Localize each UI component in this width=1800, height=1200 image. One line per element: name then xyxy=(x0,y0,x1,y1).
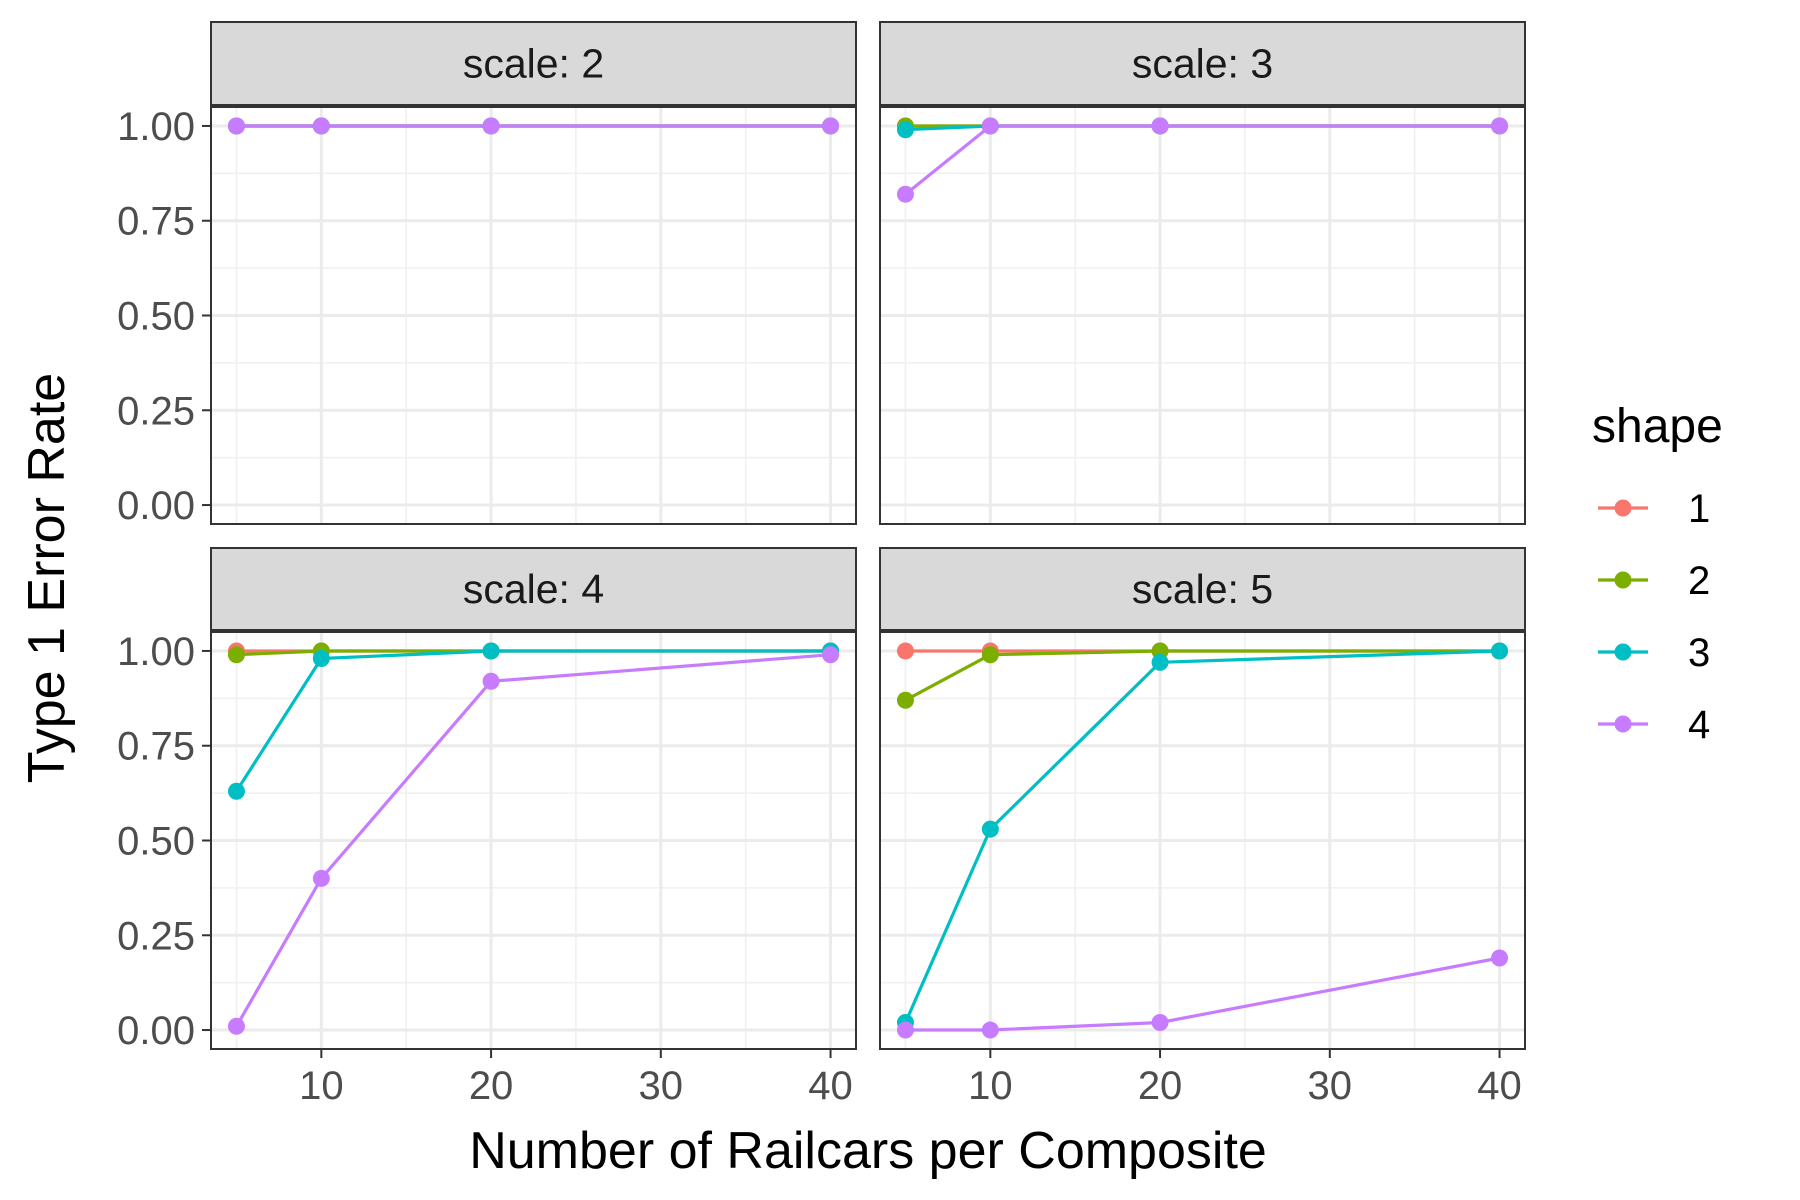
strip-background xyxy=(879,21,1526,106)
data-point-shape-4 xyxy=(981,117,999,135)
legend: shape 1 2 3 4 xyxy=(1592,400,1723,747)
data-point-shape-4 xyxy=(1491,117,1509,135)
data-point-shape-2 xyxy=(896,691,914,709)
legend-label-2: 2 xyxy=(1688,559,1710,603)
panel-border xyxy=(879,631,1526,1050)
data-point-shape-4 xyxy=(227,117,245,135)
y-tick-label: 0.25 xyxy=(117,914,195,958)
data-point-shape-4 xyxy=(1491,949,1509,967)
data-point-shape-4 xyxy=(822,117,840,135)
y-tick-label: 0.75 xyxy=(117,725,195,769)
panel-4 xyxy=(879,547,1526,1058)
strip-background xyxy=(879,547,1526,631)
legend-label-1: 1 xyxy=(1688,487,1710,531)
x-tick-label: 20 xyxy=(469,1064,514,1108)
y-axis-title: Type 1 Error Rate xyxy=(18,373,76,783)
data-point-shape-3 xyxy=(482,642,500,660)
series-line-shape-4 xyxy=(905,956,1500,1032)
data-point-shape-4 xyxy=(312,869,330,887)
data-point-shape-3 xyxy=(981,820,999,838)
legend-title: shape xyxy=(1592,400,1723,453)
data-point-shape-4 xyxy=(482,672,500,690)
x-tick-label: 40 xyxy=(1477,1064,1522,1108)
panel-1 xyxy=(202,21,857,525)
data-point-shape-3 xyxy=(1151,653,1169,671)
legend-label-3: 3 xyxy=(1688,631,1710,675)
x-axis-title: Number of Railcars per Composite xyxy=(469,1122,1267,1180)
data-point-shape-4 xyxy=(312,117,330,135)
data-point-shape-3 xyxy=(1491,642,1509,660)
data-point-shape-4 xyxy=(227,1017,245,1035)
data-point-shape-4 xyxy=(1151,117,1169,135)
strip-background xyxy=(210,21,857,106)
series-line-shape-4 xyxy=(904,124,1500,196)
data-point-shape-4 xyxy=(981,1021,999,1039)
panel-border xyxy=(879,106,1526,525)
data-point-shape-2 xyxy=(227,646,245,664)
strip-label: scale: 2 xyxy=(463,41,604,87)
data-point-shape-4 xyxy=(1151,1013,1169,1031)
data-point-shape-3 xyxy=(312,650,330,668)
data-point-shape-3 xyxy=(227,782,245,800)
y-tick-label: 1.00 xyxy=(117,630,195,674)
strip-label: scale: 4 xyxy=(463,566,604,612)
data-point-shape-4 xyxy=(482,117,500,135)
series-line-shape-3 xyxy=(904,649,1500,1024)
x-tick-label: 30 xyxy=(639,1064,684,1108)
data-point-shape-3 xyxy=(896,121,914,139)
legend-key-point-1 xyxy=(1614,499,1632,517)
legend-key-point-2 xyxy=(1614,571,1632,589)
data-point-shape-4 xyxy=(822,646,840,664)
data-point-shape-4 xyxy=(896,1021,914,1039)
legend-key-point-4 xyxy=(1614,715,1632,733)
series-line-shape-2 xyxy=(904,649,1500,702)
y-tick-label: 1.00 xyxy=(117,105,195,149)
y-tick-label: 0.50 xyxy=(117,820,195,864)
legend-key-point-3 xyxy=(1614,643,1632,661)
strip-label: scale: 5 xyxy=(1132,566,1273,612)
data-point-shape-2 xyxy=(981,646,999,664)
legend-label-4: 4 xyxy=(1688,703,1710,747)
x-tick-label: 10 xyxy=(968,1064,1013,1108)
x-tick-label: 20 xyxy=(1138,1064,1183,1108)
series-line-shape-3 xyxy=(235,649,831,793)
y-tick-label: 0.75 xyxy=(117,200,195,244)
y-tick-label: 0.25 xyxy=(117,389,195,433)
x-tick-label: 30 xyxy=(1308,1064,1353,1108)
panel-3 xyxy=(202,547,857,1058)
panel-2 xyxy=(879,21,1526,525)
series-line-shape-4 xyxy=(235,653,831,1028)
strip-background xyxy=(210,547,857,631)
strip-label: scale: 3 xyxy=(1132,41,1273,87)
y-tick-label: 0.00 xyxy=(117,484,195,528)
x-tick-label: 40 xyxy=(808,1064,853,1108)
x-tick-label: 10 xyxy=(299,1064,344,1108)
y-tick-label: 0.50 xyxy=(117,295,195,339)
y-tick-label: 0.00 xyxy=(117,1009,195,1053)
data-point-shape-1 xyxy=(896,642,914,660)
data-point-shape-4 xyxy=(896,185,914,203)
